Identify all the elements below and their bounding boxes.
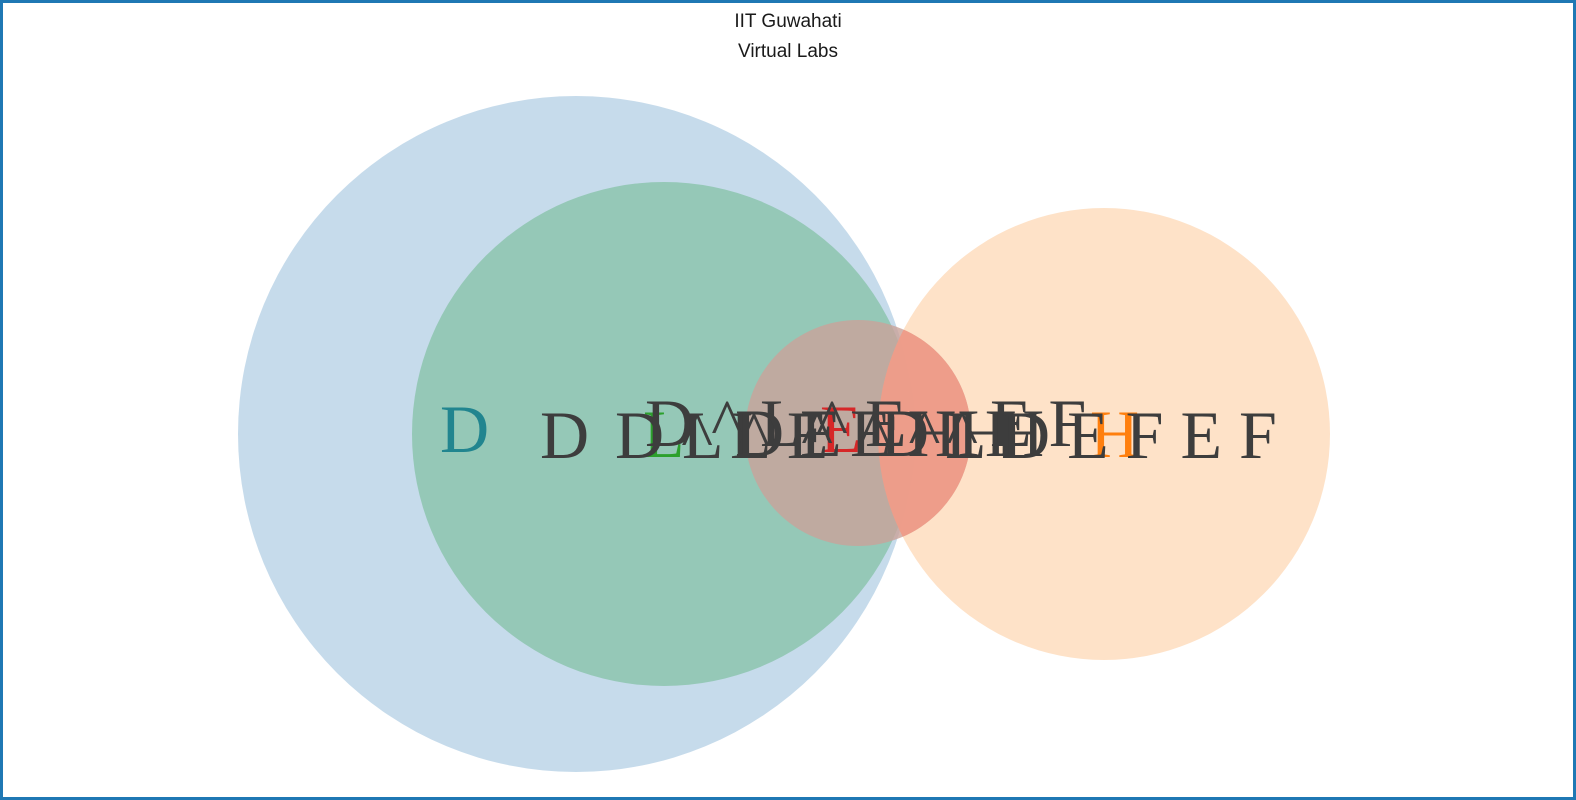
header-institute: IIT Guwahati <box>734 11 842 32</box>
region-label-e-f: E F <box>990 385 1086 461</box>
set-h-circle <box>878 208 1330 660</box>
set-l-circle <box>412 182 916 686</box>
region-label-d-l: D ^ L <box>615 397 772 473</box>
set-label-d: D <box>440 391 489 467</box>
region-label-e-h: E ^ H <box>800 395 957 471</box>
region-label-d-e-h: D ^ E ^ H <box>735 395 1007 471</box>
region-label-d-l-e: D ^ L ^ E <box>645 385 906 461</box>
region-label-l-e: L ^ E <box>682 397 828 473</box>
set-e-h-overlap <box>878 320 971 546</box>
set-label-l: L <box>643 396 685 472</box>
set-label-h: H <box>1090 396 1139 472</box>
region-label-mixed: L D E F E F <box>945 397 1277 473</box>
header-lab-name: Virtual Labs <box>738 41 838 62</box>
set-label-e: E <box>820 391 862 467</box>
region-label-d-h: D ^ H <box>880 395 1044 471</box>
region-label-d-only: D <box>540 397 589 473</box>
